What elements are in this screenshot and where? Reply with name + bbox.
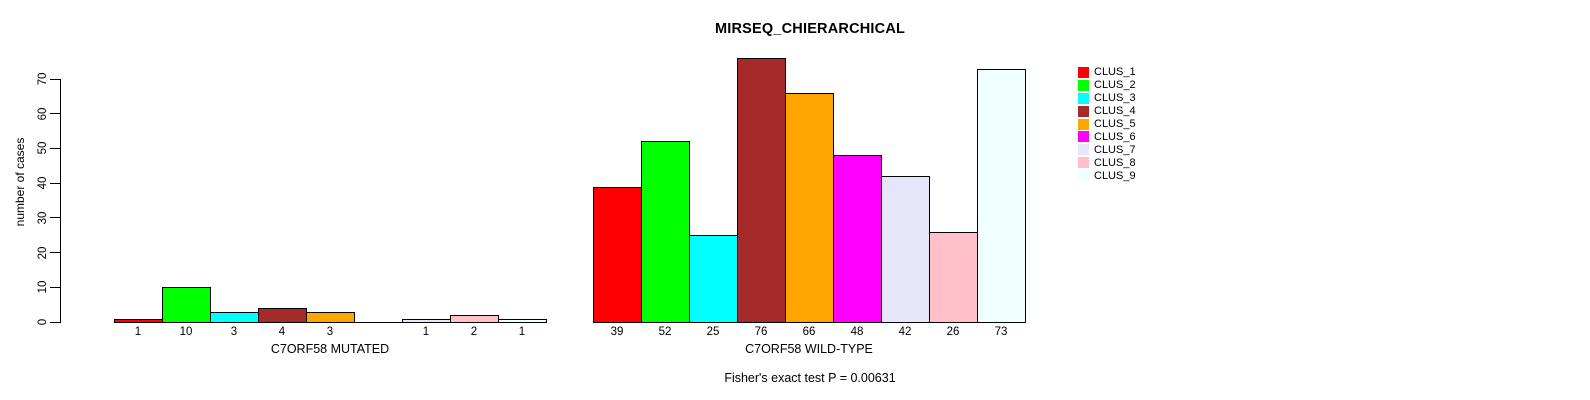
- bar: [929, 231, 978, 323]
- legend-label: CLUS_3: [1094, 92, 1136, 105]
- legend-label: CLUS_2: [1094, 79, 1136, 92]
- bar: [450, 315, 499, 323]
- y-axis-tick: [50, 182, 60, 184]
- bar: [737, 58, 786, 323]
- bar-value-label: 66: [802, 326, 816, 338]
- bar-value-label: 48: [850, 326, 864, 338]
- y-axis-tick-label: 30: [37, 211, 49, 225]
- bar: [977, 68, 1026, 323]
- legend-item: CLUS_5: [1078, 118, 1136, 131]
- bar: [689, 235, 738, 323]
- bar-value-label: 1: [518, 326, 526, 338]
- group-label: C7ORF58 WILD-TYPE: [745, 342, 873, 356]
- bar-value-label: 1: [422, 326, 430, 338]
- legend-label: CLUS_7: [1094, 143, 1136, 156]
- bar-value-label: 42: [898, 326, 912, 338]
- bar: [785, 92, 834, 323]
- bar-value-label: 2: [470, 326, 478, 338]
- y-axis-tick: [50, 252, 60, 254]
- bar-value-label: 3: [230, 326, 238, 338]
- legend-item: CLUS_2: [1078, 79, 1136, 92]
- legend-swatch: [1078, 131, 1089, 143]
- legend-item: CLUS_1: [1078, 66, 1136, 79]
- bar-value-label: 1: [134, 326, 142, 338]
- bar-value-label: 3: [326, 326, 334, 338]
- bar: [402, 318, 451, 323]
- legend-item: CLUS_3: [1078, 92, 1136, 105]
- legend-label: CLUS_8: [1094, 156, 1136, 169]
- bar-value-label: 4: [278, 326, 286, 338]
- legend-swatch: [1078, 92, 1089, 104]
- bar: [210, 311, 259, 323]
- legend-swatch: [1078, 79, 1089, 91]
- bar-value-label: 25: [706, 326, 720, 338]
- bar-value-label: 39: [610, 326, 624, 338]
- bar: [498, 318, 547, 323]
- bar-value-label: 73: [994, 326, 1008, 338]
- legend-label: CLUS_6: [1094, 130, 1136, 143]
- legend-item: CLUS_9: [1078, 169, 1136, 182]
- y-axis-tick: [50, 113, 60, 115]
- y-axis-tick: [50, 217, 60, 219]
- bar-value-label: 76: [754, 326, 768, 338]
- legend-label: CLUS_4: [1094, 105, 1136, 118]
- bar-value-label: 52: [658, 326, 672, 338]
- y-axis-tick-label: 60: [37, 107, 49, 121]
- bar: [593, 186, 642, 323]
- legend-item: CLUS_4: [1078, 105, 1136, 118]
- legend-swatch: [1078, 105, 1089, 117]
- y-axis-tick: [50, 147, 60, 149]
- legend-item: CLUS_7: [1078, 143, 1136, 156]
- y-axis-tick-label: 50: [37, 142, 49, 155]
- fisher-test-note: Fisher's exact test P = 0.00631: [724, 371, 896, 385]
- bar: [258, 308, 307, 323]
- chart-title: MIRSEQ_CHIERARCHICAL: [714, 21, 906, 37]
- y-axis-tick-label: 40: [37, 176, 49, 190]
- y-axis-tick-label: 70: [37, 72, 49, 86]
- legend-item: CLUS_8: [1078, 156, 1136, 169]
- legend-label: CLUS_5: [1094, 118, 1136, 130]
- bar-value-label: 10: [179, 326, 193, 338]
- legend-swatch: [1078, 144, 1089, 156]
- bar: [162, 287, 211, 323]
- legend-swatch: [1078, 66, 1089, 78]
- legend: CLUS_1 CLUS_2 CLUS_3 CLUS_4 CLUS_5 CLUS_6 CLUS…: [1078, 66, 1136, 182]
- y-axis-tick-label: 0: [37, 318, 49, 326]
- legend-swatch: [1078, 157, 1089, 169]
- bar: [641, 141, 690, 323]
- bar: [114, 318, 163, 323]
- y-axis-line: [60, 79, 61, 323]
- bar: [306, 311, 355, 323]
- bar: [833, 155, 882, 323]
- group-label: C7ORF58 MUTATED: [270, 342, 390, 356]
- legend-item: CLUS_6: [1078, 130, 1136, 143]
- y-axis-tick: [50, 78, 60, 80]
- legend-swatch: [1078, 170, 1089, 182]
- legend-label: CLUS_1: [1094, 66, 1136, 79]
- bar-value-label: 26: [946, 326, 960, 338]
- legend-label: CLUS_9: [1094, 169, 1136, 182]
- legend-swatch: [1078, 118, 1089, 130]
- y-axis-tick: [50, 321, 60, 323]
- bar: [881, 176, 930, 323]
- y-axis-tick: [50, 286, 60, 288]
- y-axis-tick-label: 20: [37, 246, 49, 259]
- y-axis-tick-label: 10: [37, 280, 49, 294]
